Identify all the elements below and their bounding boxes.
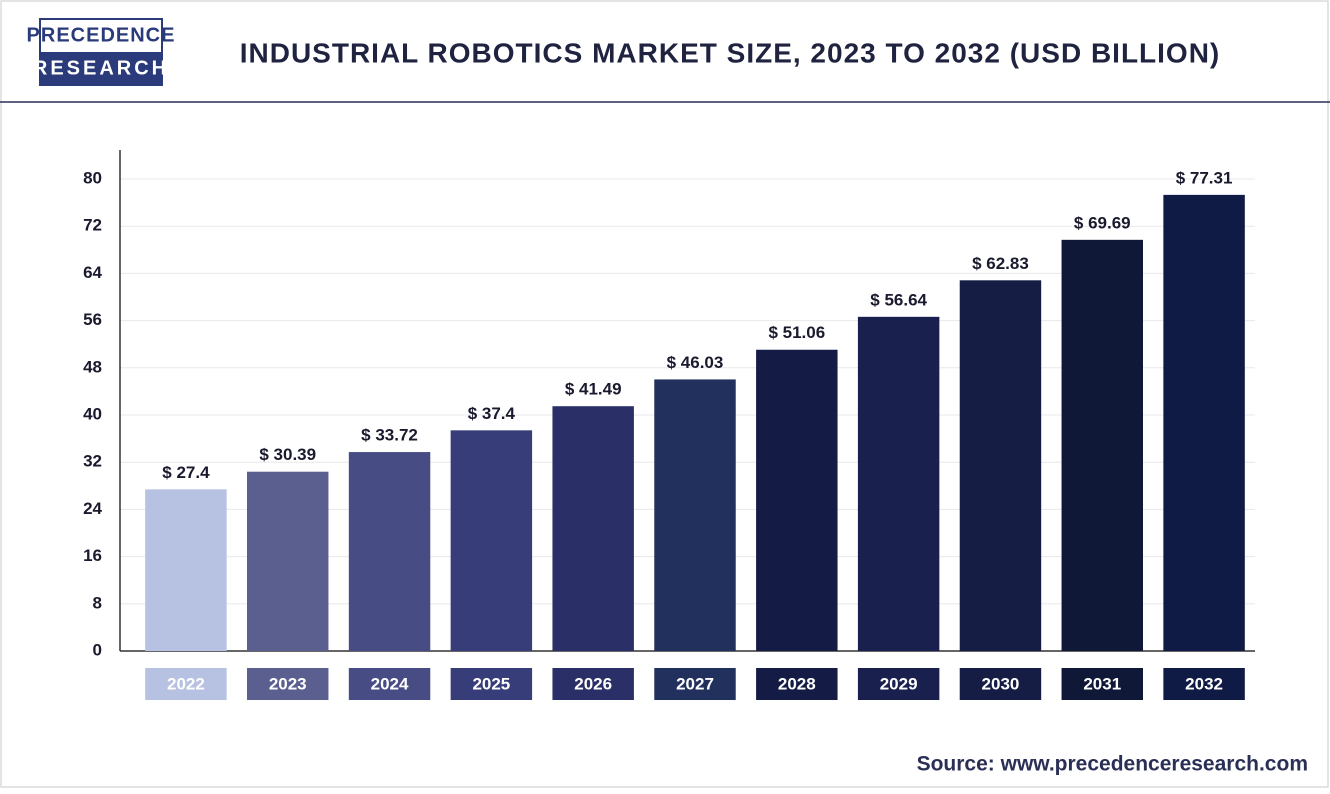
value-label: $ 37.4 bbox=[468, 404, 516, 423]
category-box bbox=[857, 668, 940, 700]
category-box bbox=[348, 668, 431, 700]
value-label: $ 56.64 bbox=[870, 290, 927, 309]
bar bbox=[247, 471, 329, 651]
value-label: $ 77.31 bbox=[1176, 168, 1233, 187]
y-tick-label: 8 bbox=[93, 593, 102, 612]
value-label: $ 62.83 bbox=[972, 254, 1029, 273]
value-label: $ 27.4 bbox=[162, 463, 210, 482]
logo-text: RESEARCH bbox=[33, 57, 169, 79]
category-box bbox=[1163, 668, 1245, 700]
y-tick-label: 32 bbox=[83, 452, 102, 471]
category-box bbox=[450, 668, 533, 700]
y-tick-label: 72 bbox=[83, 216, 102, 235]
y-tick-label: 16 bbox=[83, 546, 102, 565]
bar bbox=[145, 489, 227, 651]
bar bbox=[1163, 194, 1245, 651]
category-box bbox=[654, 668, 736, 700]
category-box bbox=[959, 668, 1042, 700]
y-tick-label: 80 bbox=[83, 168, 102, 187]
bar bbox=[756, 349, 838, 651]
logo-text: PRECEDENCE bbox=[27, 24, 176, 46]
x-tick-label: 2023 bbox=[269, 674, 307, 693]
value-label: $ 46.03 bbox=[667, 353, 724, 372]
value-label: $ 69.69 bbox=[1074, 213, 1131, 232]
logo-band bbox=[40, 52, 162, 85]
category-box bbox=[552, 668, 634, 700]
value-label: $ 41.49 bbox=[565, 380, 622, 399]
chart-title: INDUSTRIAL ROBOTICS MARKET SIZE, 2023 TO… bbox=[240, 37, 1221, 68]
bar bbox=[857, 316, 940, 651]
y-tick-label: 40 bbox=[83, 404, 102, 423]
y-tick-label: 48 bbox=[83, 357, 102, 376]
bar bbox=[348, 452, 431, 651]
x-tick-label: 2031 bbox=[1083, 674, 1121, 693]
category-box bbox=[145, 668, 227, 700]
x-tick-label: 2029 bbox=[880, 674, 918, 693]
value-label: $ 51.06 bbox=[768, 323, 825, 342]
category-box bbox=[756, 668, 838, 700]
bar bbox=[450, 430, 533, 651]
y-tick-label: 0 bbox=[93, 640, 102, 659]
x-tick-label: 2027 bbox=[676, 674, 714, 693]
x-tick-label: 2030 bbox=[982, 674, 1020, 693]
bar bbox=[1061, 239, 1143, 652]
value-label: $ 33.72 bbox=[361, 426, 418, 445]
x-tick-label: 2022 bbox=[167, 674, 205, 693]
x-tick-label: 2028 bbox=[778, 674, 816, 693]
x-tick-label: 2032 bbox=[1185, 674, 1223, 693]
source: Source: www.precedenceresearch.com bbox=[917, 753, 1308, 776]
category-box bbox=[1061, 668, 1143, 700]
x-tick-label: 2026 bbox=[574, 674, 612, 693]
y-tick-label: 64 bbox=[83, 263, 102, 282]
category-box bbox=[247, 668, 329, 700]
bar bbox=[959, 280, 1042, 651]
x-tick-label: 2024 bbox=[371, 674, 409, 693]
value-label: $ 30.39 bbox=[259, 445, 316, 464]
bar bbox=[552, 406, 634, 651]
y-tick-label: 56 bbox=[83, 310, 102, 329]
x-tick-label: 2025 bbox=[472, 674, 510, 693]
y-tick-label: 24 bbox=[83, 499, 102, 518]
bar bbox=[654, 379, 736, 651]
